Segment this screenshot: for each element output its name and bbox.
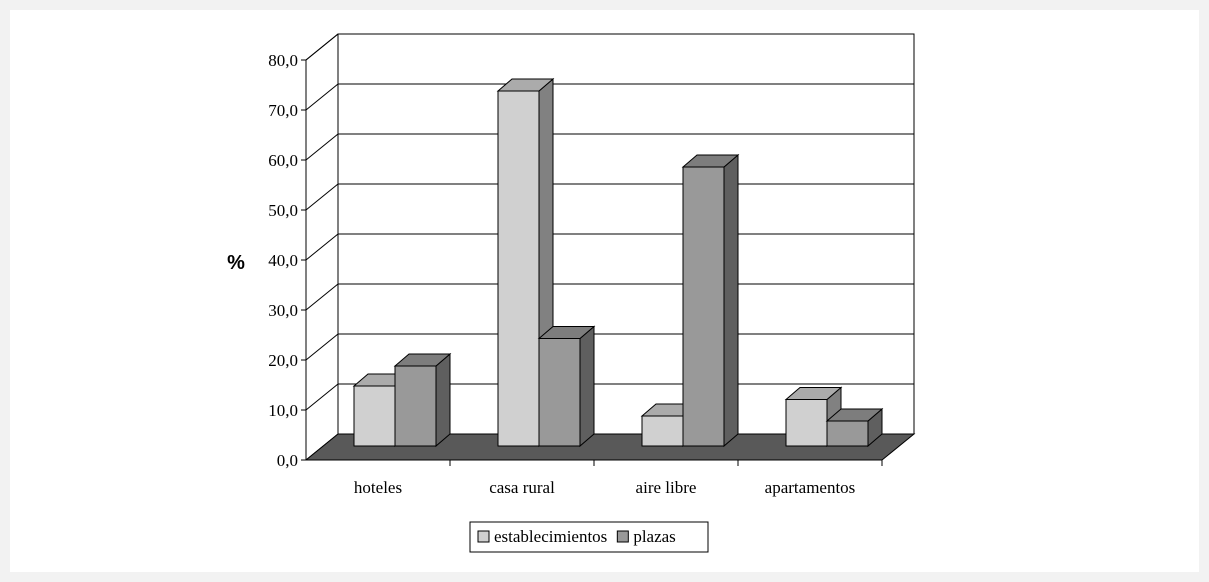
left-wall-top-edge <box>305 33 339 61</box>
gridline-diagonal <box>305 83 339 111</box>
bar-front <box>785 399 828 447</box>
chart-card: 0,0 10,0 20,0 30,0 40,0 50,0 60,0 70,0 80,0 hote… <box>10 10 1199 572</box>
y-tick-label: 0,0 <box>277 451 298 470</box>
bar-side <box>723 153 739 448</box>
bar <box>825 407 884 448</box>
y-axis-label: % <box>227 252 245 274</box>
bar-side <box>435 352 451 448</box>
legend-swatch <box>616 530 629 543</box>
y-tick-label: 60,0 <box>268 151 298 170</box>
category-label: casa rural <box>489 478 555 497</box>
bar-side <box>579 325 595 448</box>
legend-entry: establecimientos <box>494 527 607 546</box>
bar-front <box>394 365 437 447</box>
y-tick-labels: 0,0 10,0 20,0 30,0 40,0 50,0 60,0 70,0 80,0 <box>268 51 306 470</box>
bar-front <box>497 90 540 447</box>
bar-front <box>682 166 725 447</box>
category-label: aire libre <box>636 478 697 497</box>
gridline-diagonal <box>305 183 339 211</box>
y-tick-label: 20,0 <box>268 351 298 370</box>
y-tick-label: 70,0 <box>268 101 298 120</box>
y-tick-label: 30,0 <box>268 301 298 320</box>
bar <box>681 153 740 448</box>
category-labels: hoteles casa rural aire libre apartamentos <box>354 478 855 497</box>
y-tick-label: 50,0 <box>268 201 298 220</box>
bar-chart: 0,0 10,0 20,0 30,0 40,0 50,0 60,0 70,0 80,0 hote… <box>227 33 916 553</box>
bar <box>537 325 596 448</box>
y-tick-label: 10,0 <box>268 401 298 420</box>
legend-box <box>469 521 709 553</box>
legend-swatch <box>477 530 490 543</box>
gridline-diagonal <box>305 283 339 311</box>
y-tick-label: 40,0 <box>268 251 298 270</box>
category-label: apartamentos <box>765 478 856 497</box>
bar-front <box>641 415 684 447</box>
y-tick-label: 80,0 <box>268 51 298 70</box>
gridline-diagonal <box>305 383 339 411</box>
bar <box>393 352 452 448</box>
gridline-diagonal <box>305 333 339 361</box>
gridline-diagonal <box>305 133 339 161</box>
bar-front <box>353 385 396 447</box>
bar-front <box>538 338 581 447</box>
legend-entry: plazas <box>633 527 675 546</box>
bars <box>352 77 884 448</box>
bar-front <box>826 420 869 447</box>
gridline-diagonal <box>305 233 339 261</box>
category-label: hoteles <box>354 478 402 497</box>
legend: establecimientos plazas <box>469 521 709 553</box>
